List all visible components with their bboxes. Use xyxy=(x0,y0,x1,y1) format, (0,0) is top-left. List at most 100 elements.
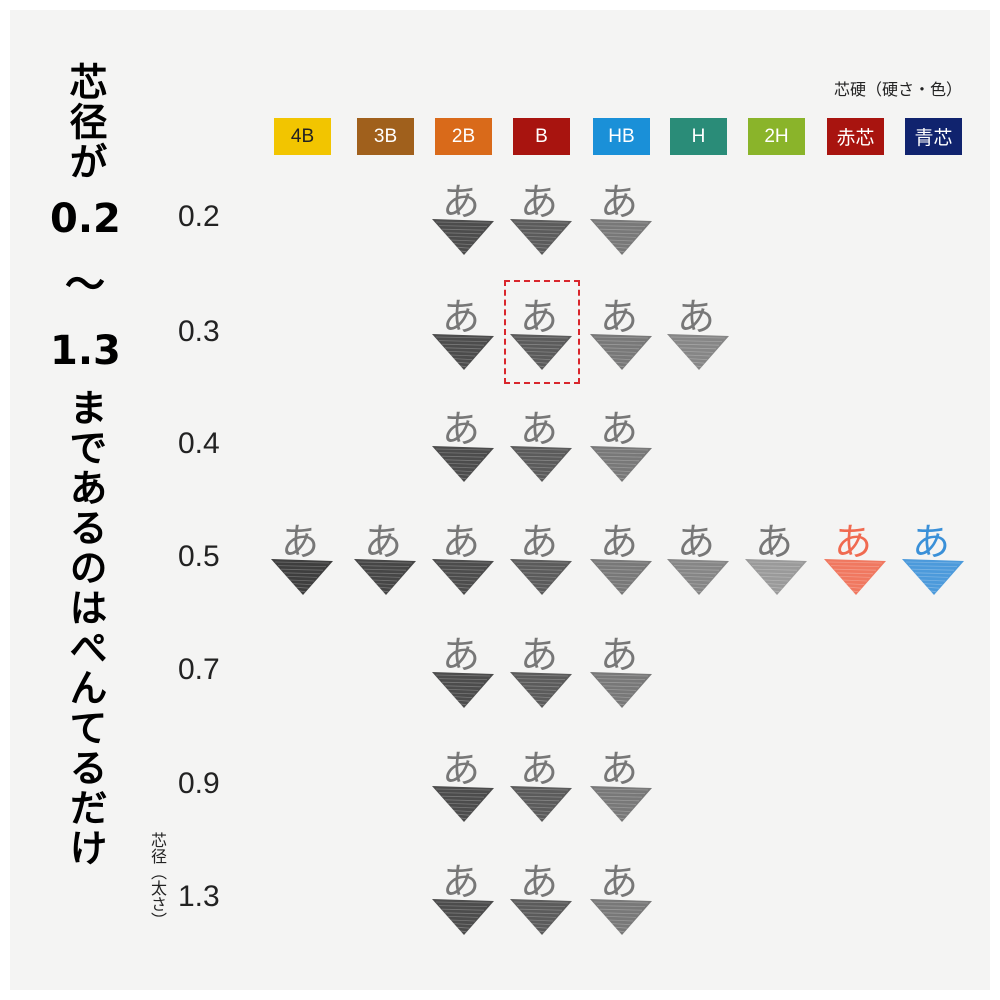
lead-sample: あ xyxy=(586,515,656,605)
shading-swatch xyxy=(432,672,494,708)
shading-swatch xyxy=(354,559,416,595)
grade-chip-2H: 2H xyxy=(748,118,805,155)
sample-character: あ xyxy=(600,633,639,677)
lead-sample: あ xyxy=(428,402,498,492)
lead-sample: あ xyxy=(428,742,498,832)
shading-swatch xyxy=(432,446,494,482)
sample-character: あ xyxy=(520,520,559,564)
lead-sample: あ xyxy=(820,515,890,605)
sample-character: あ xyxy=(520,633,559,677)
lead-sample: あ xyxy=(586,402,656,492)
shading-swatch xyxy=(590,334,652,370)
shading-swatch xyxy=(510,899,572,935)
lead-sample: あ xyxy=(428,175,498,265)
sample-character: あ xyxy=(442,520,481,564)
lead-sample: あ xyxy=(428,290,498,380)
lead-sample: あ xyxy=(586,290,656,380)
sample-character: あ xyxy=(442,747,481,791)
sample-character: あ xyxy=(442,633,481,677)
headline-line5: まであるのはぺんてるだけ xyxy=(63,388,107,868)
shading-swatch xyxy=(590,219,652,255)
grade-chip-青芯: 青芯 xyxy=(905,118,962,155)
sample-character: あ xyxy=(834,520,873,564)
shading-swatch xyxy=(667,559,729,595)
lead-sample: あ xyxy=(506,742,576,832)
sample-character: あ xyxy=(600,860,639,904)
lead-sample: あ xyxy=(506,628,576,718)
sample-character: あ xyxy=(520,747,559,791)
sample-character: あ xyxy=(442,180,481,224)
shading-swatch xyxy=(590,672,652,708)
diameter-label-1.3: 1.3 xyxy=(178,880,220,913)
shading-swatch xyxy=(590,446,652,482)
sample-character: あ xyxy=(912,520,951,564)
sample-character: あ xyxy=(600,180,639,224)
sample-character: あ xyxy=(442,407,481,451)
grade-chip-赤芯: 赤芯 xyxy=(827,118,884,155)
lead-sample: あ xyxy=(428,628,498,718)
highlight-box xyxy=(504,280,580,384)
grade-chip-B: B xyxy=(513,118,570,155)
grade-chip-4B: 4B xyxy=(274,118,331,155)
shading-swatch xyxy=(432,559,494,595)
lead-sample: あ xyxy=(741,515,811,605)
shading-swatch xyxy=(590,786,652,822)
grade-chip-HB: HB xyxy=(593,118,650,155)
sample-character: あ xyxy=(442,860,481,904)
shading-swatch xyxy=(432,786,494,822)
shading-swatch xyxy=(510,786,572,822)
sample-character: あ xyxy=(520,180,559,224)
shading-swatch xyxy=(745,559,807,595)
lead-sample: あ xyxy=(428,855,498,945)
sample-character: あ xyxy=(600,407,639,451)
lead-sample: あ xyxy=(586,628,656,718)
shading-swatch xyxy=(510,219,572,255)
grade-chip-3B: 3B xyxy=(357,118,414,155)
lead-sample: あ xyxy=(506,402,576,492)
shading-swatch xyxy=(510,446,572,482)
diameter-label-0.5: 0.5 xyxy=(178,540,220,573)
lead-sample: あ xyxy=(506,175,576,265)
vertical-headline: 芯径が 0.2 ～ 1.3 まであるのはぺんてるだけ xyxy=(50,62,121,868)
background-paper xyxy=(10,10,990,990)
diameter-label-0.4: 0.4 xyxy=(178,427,220,460)
shading-swatch xyxy=(432,334,494,370)
lead-sample: あ xyxy=(428,515,498,605)
shading-swatch xyxy=(902,559,964,595)
headline-max-diameter: 1.3 xyxy=(50,328,121,374)
headline-tilde: ～ xyxy=(65,262,105,308)
sample-character: あ xyxy=(600,520,639,564)
lead-sample: あ xyxy=(586,175,656,265)
diameter-label-0.3: 0.3 xyxy=(178,315,220,348)
shading-swatch xyxy=(510,559,572,595)
grade-chip-2B: 2B xyxy=(435,118,492,155)
lead-sample: あ xyxy=(506,290,576,380)
shading-swatch xyxy=(510,672,572,708)
lead-sample: あ xyxy=(506,515,576,605)
sample-character: あ xyxy=(520,295,559,339)
headline-line1: 芯径が xyxy=(63,62,107,182)
sample-character: あ xyxy=(442,295,481,339)
shading-swatch xyxy=(432,899,494,935)
sample-character: あ xyxy=(755,520,794,564)
grade-chip-H: H xyxy=(670,118,727,155)
diameter-label-0.7: 0.7 xyxy=(178,653,220,686)
sample-character: あ xyxy=(281,520,320,564)
sample-character: あ xyxy=(677,520,716,564)
shading-swatch xyxy=(667,334,729,370)
sample-character: あ xyxy=(520,860,559,904)
shading-swatch xyxy=(432,219,494,255)
sample-character: あ xyxy=(520,407,559,451)
hardness-legend-title: 芯硬（硬さ・色） xyxy=(833,80,962,99)
sample-character: あ xyxy=(600,747,639,791)
sample-character: あ xyxy=(364,520,403,564)
lead-sample: あ xyxy=(586,855,656,945)
shading-swatch xyxy=(271,559,333,595)
diameter-label-0.2: 0.2 xyxy=(178,200,220,233)
lead-sample: あ xyxy=(350,515,420,605)
sample-character: あ xyxy=(677,295,716,339)
diameter-label-0.9: 0.9 xyxy=(178,767,220,800)
shading-swatch xyxy=(510,334,572,370)
shading-swatch xyxy=(590,559,652,595)
lead-sample: あ xyxy=(898,515,968,605)
